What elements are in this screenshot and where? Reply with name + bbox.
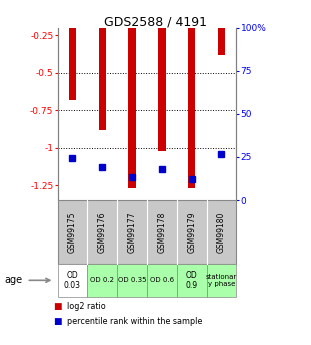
Text: OD 0.35: OD 0.35 — [118, 277, 146, 283]
Bar — [188, 0, 195, 188]
Text: OD 0.6: OD 0.6 — [150, 277, 174, 283]
Text: ■: ■ — [53, 317, 61, 326]
Text: GSM99175: GSM99175 — [68, 211, 77, 253]
Text: GSM99177: GSM99177 — [128, 211, 137, 253]
Text: GSM99178: GSM99178 — [157, 211, 166, 253]
Bar — [158, 0, 165, 151]
Text: GSM99180: GSM99180 — [217, 211, 226, 253]
Bar — [99, 0, 106, 130]
Text: log2 ratio: log2 ratio — [67, 302, 106, 311]
Text: OD 0.2: OD 0.2 — [90, 277, 114, 283]
Text: OD
0.03: OD 0.03 — [64, 270, 81, 290]
Bar — [69, 0, 76, 100]
Text: OD
0.9: OD 0.9 — [186, 270, 198, 290]
Text: stationar
y phase: stationar y phase — [206, 274, 237, 287]
Text: GSM99176: GSM99176 — [98, 211, 107, 253]
Bar — [218, 0, 225, 55]
Text: GSM99179: GSM99179 — [187, 211, 196, 253]
Text: GDS2588 / 4191: GDS2588 / 4191 — [104, 16, 207, 29]
Text: percentile rank within the sample: percentile rank within the sample — [67, 317, 202, 326]
Bar — [128, 0, 136, 188]
Text: age: age — [5, 275, 23, 285]
Text: ■: ■ — [53, 302, 61, 311]
